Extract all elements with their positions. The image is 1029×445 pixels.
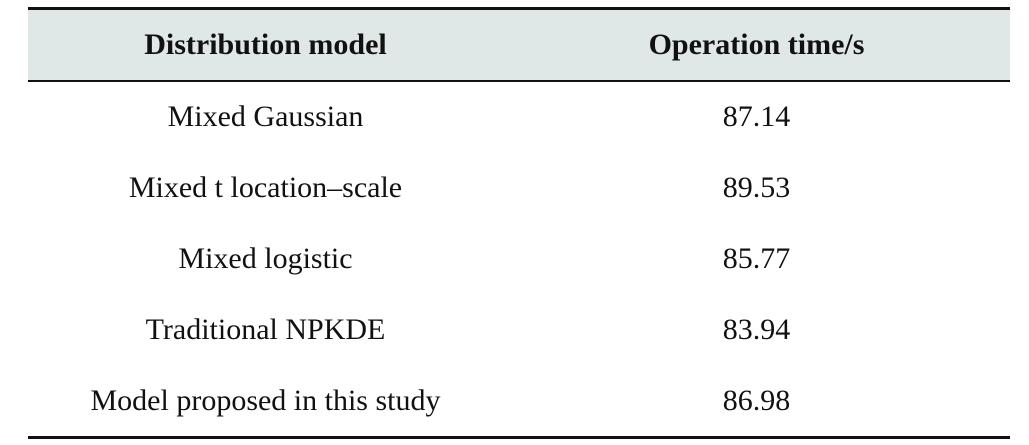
table-row: Model proposed in this study 86.98: [28, 365, 1010, 437]
table-row: Mixed Gaussian 87.14: [28, 81, 1010, 153]
table-row: Mixed t location–scale 89.53: [28, 153, 1010, 224]
time-cell: 89.53: [722, 171, 791, 205]
model-cell: Model proposed in this study: [90, 383, 441, 417]
model-cell: Mixed logistic: [178, 241, 353, 275]
time-cell: 86.98: [722, 383, 791, 417]
time-cell: 83.94: [722, 312, 791, 346]
model-cell: Mixed Gaussian: [167, 100, 364, 134]
header-cell: Operation time/s: [648, 28, 865, 61]
table-header: Distribution model Operation time/s: [28, 8, 1010, 81]
model-cell: Traditional NPKDE: [145, 312, 386, 346]
table-body: Mixed Gaussian 87.14 Mixed t location–scal…: [28, 81, 1010, 438]
time-cell: 87.14: [722, 100, 791, 134]
header-row: Distribution model Operation time/s: [28, 8, 1010, 81]
model-cell: Mixed t location–scale: [128, 171, 403, 205]
table-row: Traditional NPKDE 83.94: [28, 294, 1010, 365]
table: Distribution model Operation time/s Mixe…: [28, 7, 1010, 439]
table-row: Mixed logistic 85.77: [28, 224, 1010, 295]
header-cell: Distribution model: [144, 28, 387, 61]
time-cell: 85.77: [722, 241, 791, 275]
